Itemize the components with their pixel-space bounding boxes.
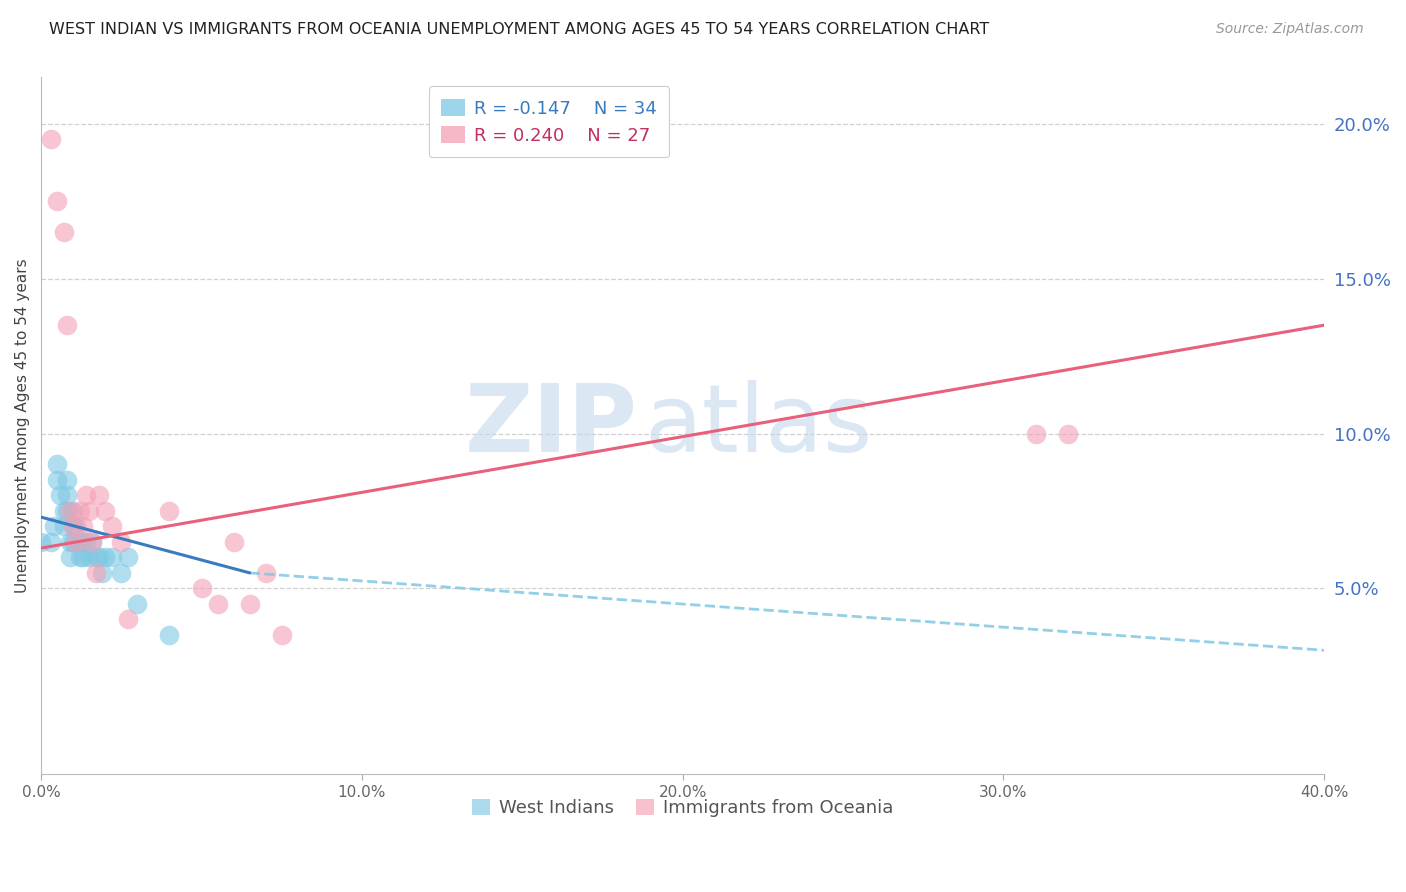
Point: [55, 473, 77, 487]
Point: [1025, 426, 1047, 441]
Text: WEST INDIAN VS IMMIGRANTS FROM OCEANIA UNEMPLOYMENT AMONG AGES 45 TO 54 YEARS CO: WEST INDIAN VS IMMIGRANTS FROM OCEANIA U…: [49, 22, 990, 37]
Text: ZIP: ZIP: [465, 380, 638, 472]
Point: [59, 550, 82, 565]
Point: [72, 535, 94, 549]
Point: [69, 535, 91, 549]
Point: [159, 504, 181, 518]
Point: [87, 550, 110, 565]
Point: [94, 550, 117, 565]
Point: [69, 550, 91, 565]
Point: [77, 504, 100, 518]
Point: [42, 519, 65, 533]
Point: [82, 535, 104, 549]
Point: [100, 550, 122, 565]
Point: [91, 566, 114, 580]
Point: [75, 488, 97, 502]
Point: [100, 519, 122, 533]
Point: [62, 504, 84, 518]
Point: [84, 566, 107, 580]
Point: [62, 519, 84, 533]
Point: [190, 582, 212, 596]
Point: [46, 473, 69, 487]
Text: atlas: atlas: [644, 380, 873, 472]
Point: [65, 535, 87, 549]
Point: [59, 535, 82, 549]
Point: [30, 535, 52, 549]
Point: [84, 550, 107, 565]
Point: [52, 225, 75, 239]
Point: [55, 488, 77, 502]
Point: [270, 628, 292, 642]
Point: [239, 597, 262, 611]
Point: [117, 612, 139, 626]
Point: [55, 504, 77, 518]
Point: [46, 194, 69, 209]
Y-axis label: Unemployment Among Ages 45 to 54 years: Unemployment Among Ages 45 to 54 years: [15, 259, 30, 593]
Point: [110, 566, 132, 580]
Point: [39, 132, 62, 146]
Point: [65, 535, 87, 549]
Point: [49, 488, 72, 502]
Point: [110, 535, 132, 549]
Legend: West Indians, Immigrants from Oceania: West Indians, Immigrants from Oceania: [465, 791, 900, 824]
Text: Source: ZipAtlas.com: Source: ZipAtlas.com: [1216, 22, 1364, 37]
Point: [72, 519, 94, 533]
Point: [87, 488, 110, 502]
Point: [254, 566, 277, 580]
Point: [75, 535, 97, 549]
Point: [82, 535, 104, 549]
Point: [62, 535, 84, 549]
Point: [94, 504, 117, 518]
Point: [46, 458, 69, 472]
Point: [55, 318, 77, 333]
Point: [52, 504, 75, 518]
Point: [207, 597, 229, 611]
Point: [1056, 426, 1078, 441]
Point: [159, 628, 181, 642]
Point: [39, 535, 62, 549]
Point: [117, 550, 139, 565]
Point: [59, 504, 82, 518]
Point: [72, 550, 94, 565]
Point: [52, 519, 75, 533]
Point: [65, 519, 87, 533]
Point: [69, 504, 91, 518]
Point: [222, 535, 245, 549]
Point: [62, 519, 84, 533]
Point: [127, 597, 149, 611]
Point: [77, 550, 100, 565]
